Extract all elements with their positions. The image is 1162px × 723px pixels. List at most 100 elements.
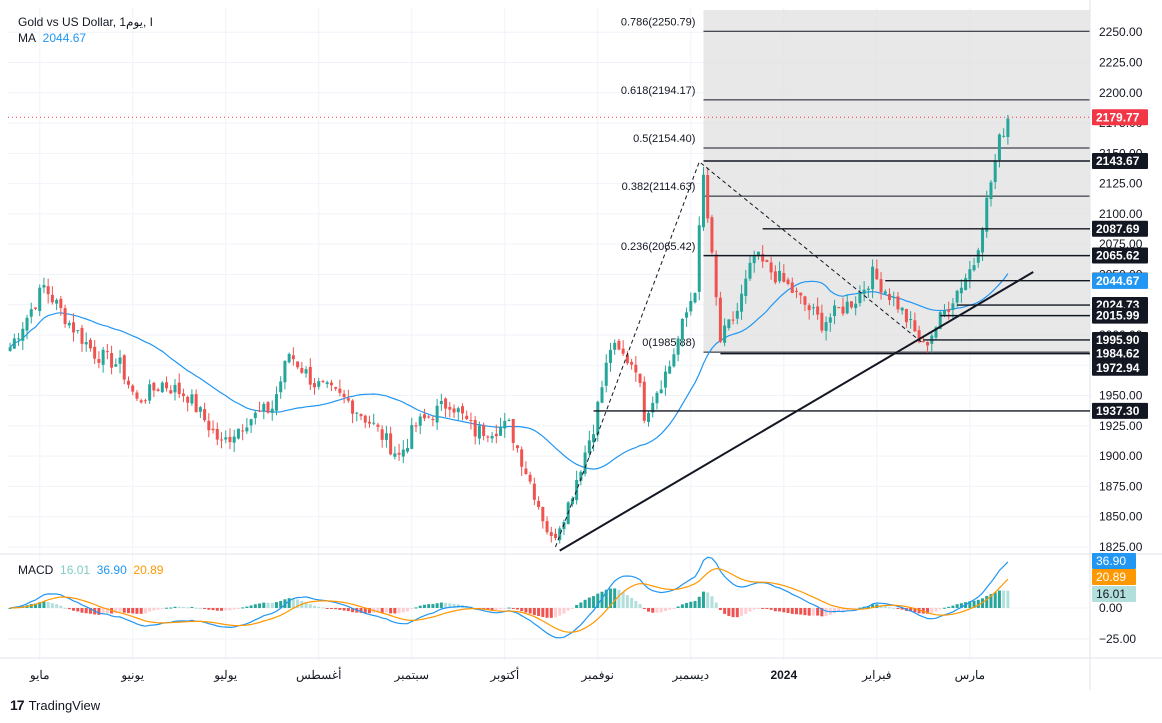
candle-body xyxy=(220,439,224,441)
macd-histogram-bar xyxy=(769,607,773,610)
macd-histogram-bar xyxy=(799,607,803,615)
candle-body xyxy=(794,290,798,292)
price-axis-tick-label: 1875.00 xyxy=(1099,479,1143,493)
candle-body xyxy=(968,269,972,280)
level-price-tag-bg xyxy=(1092,402,1148,419)
level-price-tag-bg xyxy=(1092,359,1148,376)
macd-histogram-bar xyxy=(731,607,735,618)
macd-histogram-bar xyxy=(676,606,680,608)
candle-body xyxy=(714,254,718,298)
candle-body xyxy=(422,414,426,419)
macd-histogram-bar xyxy=(287,598,291,608)
candle-body xyxy=(236,428,240,439)
macd-histogram-bar xyxy=(693,601,697,608)
macd-histogram-bar xyxy=(740,607,744,616)
level-price-tag-bg xyxy=(1092,345,1148,362)
candle-body xyxy=(765,260,769,263)
candle-body xyxy=(482,424,486,436)
candle-body xyxy=(67,322,71,326)
candle-body xyxy=(372,422,376,424)
candle-body xyxy=(21,328,25,341)
candle-body xyxy=(727,319,731,328)
macd-histogram-bar xyxy=(279,601,283,608)
tradingview-brand[interactable]: 17 TradingView xyxy=(10,697,100,713)
candle-body xyxy=(964,278,968,291)
macd-histogram-bar xyxy=(714,602,718,608)
candle-body xyxy=(811,307,815,309)
macd-histogram-bar xyxy=(968,601,972,608)
macd-histogram-bar xyxy=(245,606,249,608)
candle-body xyxy=(190,394,194,404)
macd-histogram-bar xyxy=(896,607,900,610)
macd-histogram-bar xyxy=(554,607,558,618)
macd-tag-signal-bg xyxy=(1092,569,1136,585)
macd-histogram-bar xyxy=(617,589,621,608)
candle-body xyxy=(989,182,993,200)
candle-body xyxy=(143,400,147,402)
macd-histogram-bar xyxy=(486,607,490,610)
macd-histogram-bar xyxy=(613,588,617,608)
candle-body xyxy=(427,416,431,418)
candle-body xyxy=(621,348,625,354)
macd-histogram-bar xyxy=(837,607,841,613)
candle-body xyxy=(892,297,896,299)
macd-histogram-bar xyxy=(630,597,634,608)
candle-body xyxy=(993,160,997,183)
candle-body xyxy=(740,293,744,312)
macd-histogram-bar xyxy=(659,607,663,613)
macd-histogram-bar xyxy=(317,606,321,608)
candle-body xyxy=(165,382,169,389)
macd-histogram-bar xyxy=(879,605,883,608)
time-axis-tick-label: مايو xyxy=(29,668,50,682)
candle-body xyxy=(524,468,528,474)
candle-body xyxy=(101,349,105,365)
macd-histogram-bar xyxy=(959,603,963,608)
candle-body xyxy=(613,342,617,350)
candle-body xyxy=(659,389,663,394)
macd-histogram-bar xyxy=(363,607,367,614)
macd-histogram-bar xyxy=(761,607,765,609)
candle-body xyxy=(249,419,253,426)
candle-body xyxy=(355,412,359,414)
macd-histogram-bar xyxy=(194,607,198,609)
candle-body xyxy=(642,381,646,421)
candle-body xyxy=(444,398,448,409)
macd-histogram-bar xyxy=(338,607,342,610)
macd-histogram-bar xyxy=(342,607,346,611)
macd-histogram-bar xyxy=(33,603,37,608)
candle-body xyxy=(80,327,84,344)
candle-body xyxy=(418,416,422,426)
candle-body xyxy=(841,306,845,314)
candle-body xyxy=(947,309,951,312)
candle-body xyxy=(224,437,228,440)
macd-histogram-bar xyxy=(549,607,553,618)
candle-body xyxy=(875,268,879,280)
macd-histogram-bar xyxy=(1006,590,1010,608)
candle-body xyxy=(118,357,122,364)
candle-body xyxy=(913,320,917,332)
macd-histogram-bar xyxy=(431,604,435,608)
candle-body xyxy=(824,322,828,331)
candle-body xyxy=(592,434,596,443)
macd-histogram-bar xyxy=(169,607,173,609)
macd-histogram-bar xyxy=(131,607,135,614)
macd-histogram-bar xyxy=(228,607,232,611)
macd-histogram-bar xyxy=(803,607,807,616)
macd-histogram-bar xyxy=(790,607,794,614)
candle-body xyxy=(748,262,752,279)
macd-histogram-bar xyxy=(756,607,760,609)
macd-histogram-bar xyxy=(291,598,295,608)
candle-body xyxy=(871,266,875,290)
candle-body xyxy=(448,406,452,410)
macd-histogram-bar xyxy=(101,607,105,614)
candle-body xyxy=(672,354,676,367)
fib-level-label: 0.236(2065.42) xyxy=(621,241,696,253)
candle-body xyxy=(955,290,959,303)
time-axis-tick-label: أكتوبر xyxy=(489,667,519,682)
macd-histogram-bar xyxy=(253,604,257,608)
candle-body xyxy=(173,384,177,393)
candle-body xyxy=(879,279,883,293)
macd-histogram-bar xyxy=(389,607,393,614)
candle-body xyxy=(934,327,938,338)
